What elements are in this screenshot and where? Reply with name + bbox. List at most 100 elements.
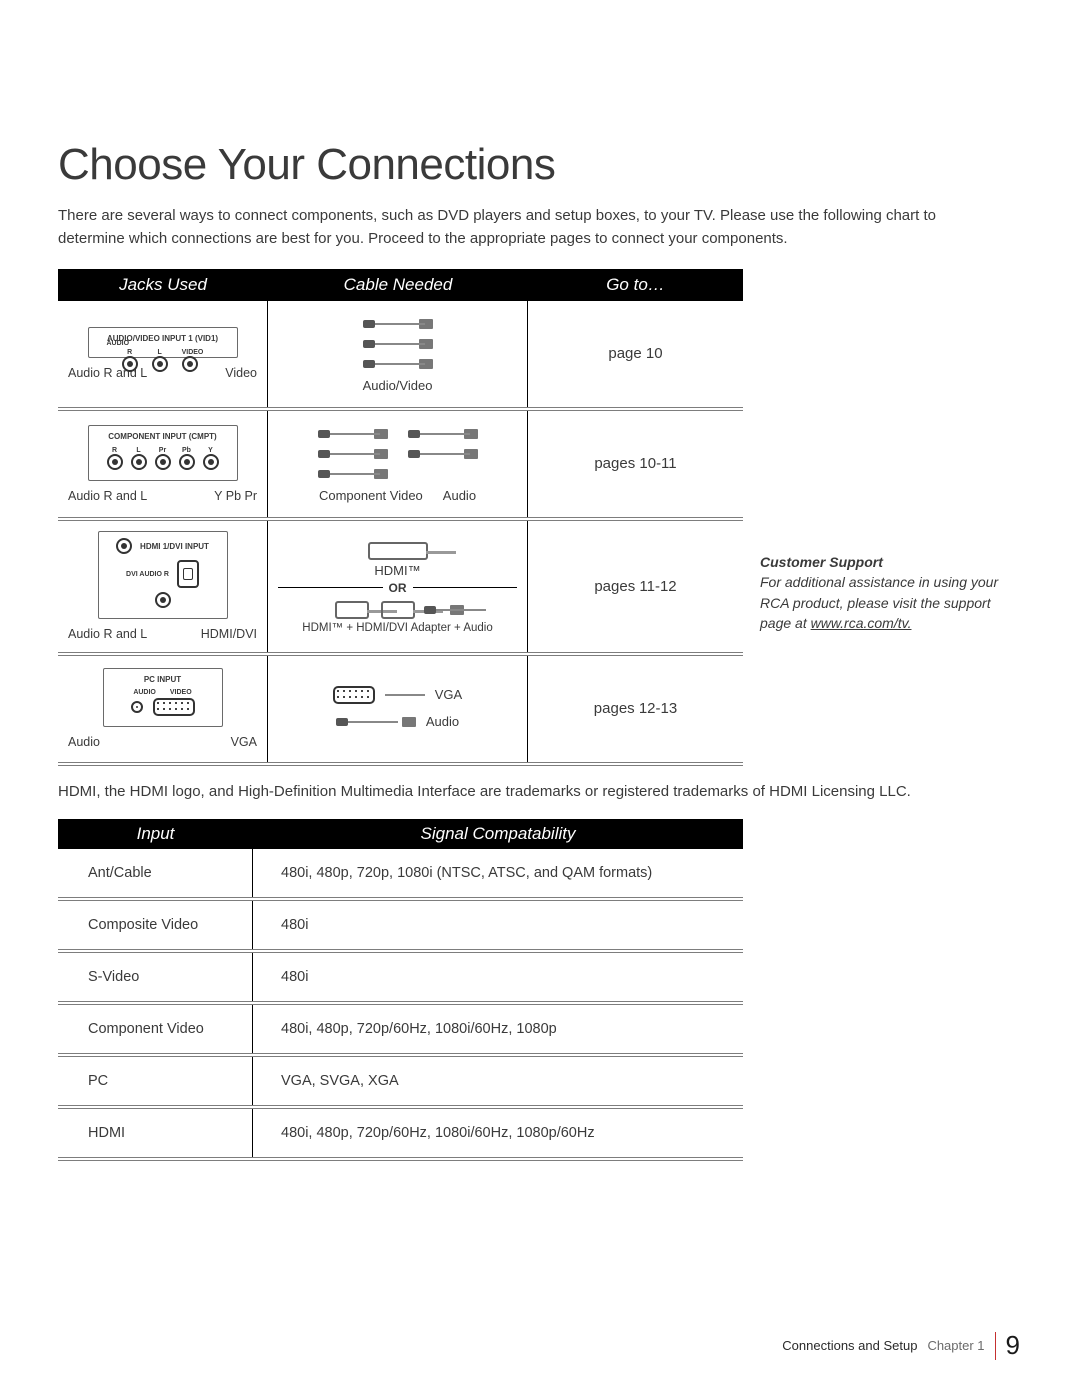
connection-chart: Jacks Used Cable Needed Go to… AUDIO/VID… xyxy=(58,269,743,766)
rca-cable-icon xyxy=(363,337,433,351)
footer-divider xyxy=(995,1332,996,1360)
hdmi-cable-icon xyxy=(335,601,369,619)
rca-port-icon xyxy=(182,356,198,372)
rca-cable-icon xyxy=(363,357,433,371)
jack-title: HDMI 1/DVI INPUT xyxy=(140,542,209,551)
jacks-component: COMPONENT INPUT (CMPT) R L Pr Pb Y Audio… xyxy=(58,411,268,517)
rca-cable-icon xyxy=(318,447,388,461)
jack-port-label: L xyxy=(152,349,168,356)
hdmi-trademark-note: HDMI, the HDMI logo, and High-Definition… xyxy=(58,780,988,803)
chart-header-row: Jacks Used Cable Needed Go to… xyxy=(58,269,743,301)
rca-cable-icon xyxy=(408,447,478,461)
sig-compat: 480i, 480p, 720p, 1080i (NTSC, ATSC, and… xyxy=(253,865,743,881)
sig-input: PC xyxy=(58,1057,253,1105)
sig-row: HDMI 480i, 480p, 720p/60Hz, 1080i/60Hz, … xyxy=(58,1109,743,1161)
jack-port-label: Pr xyxy=(155,447,171,454)
cable-hdmi: HDMI™ OR HDMI™ + HDMI/DVI Adapter + Audi… xyxy=(268,521,528,652)
footer-section: Connections and Setup xyxy=(782,1338,917,1353)
sig-row: S-Video 480i xyxy=(58,953,743,1005)
sig-input: HDMI xyxy=(58,1109,253,1157)
goto-hdmi: pages 11-12 xyxy=(528,521,743,652)
rca-cable-icon xyxy=(363,317,433,331)
vga-plug-icon xyxy=(333,686,375,704)
jack-port-label: AUDIO xyxy=(133,689,156,696)
sig-compat: 480i xyxy=(253,917,743,933)
cable-caption: Audio xyxy=(443,488,476,503)
cable-component: Component Video Audio xyxy=(268,411,528,517)
rca-cable-icon xyxy=(424,603,464,617)
chart-header-jacks: Jacks Used xyxy=(58,275,268,295)
page-footer: Connections and Setup Chapter 1 9 xyxy=(782,1330,1020,1361)
jack-sub-left: Audio xyxy=(68,735,100,749)
audio-cable-icon xyxy=(336,715,416,729)
sig-row: Ant/Cable 480i, 480p, 720p, 1080i (NTSC,… xyxy=(58,849,743,901)
chart-header-goto: Go to… xyxy=(528,275,743,295)
rca-port-icon xyxy=(203,454,219,470)
rca-cable-icon xyxy=(318,467,388,481)
jack-sub-left: Audio R and L xyxy=(68,627,147,641)
cable-caption: Audio xyxy=(426,714,459,729)
conn-row-vga: PC INPUT AUDIO VIDEO Audio VGA VGA xyxy=(58,656,743,766)
cable-caption: Audio/Video xyxy=(363,378,433,393)
jack-port-label: R xyxy=(107,447,123,454)
sig-compat: 480i xyxy=(253,969,743,985)
jacks-hdmi: HDMI 1/DVI INPUT DVI AUDIO R Audio R and… xyxy=(58,521,268,652)
sig-compat: VGA, SVGA, XGA xyxy=(253,1073,743,1089)
footer-chapter: Chapter 1 xyxy=(927,1338,984,1353)
page-title: Choose Your Connections xyxy=(58,140,1020,190)
jack-title: PC INPUT xyxy=(114,675,212,684)
jack-sub-right: HDMI/DVI xyxy=(201,627,257,641)
sig-input: Composite Video xyxy=(58,901,253,949)
hdmi-cable-icon xyxy=(368,542,428,560)
sig-row: Component Video 480i, 480p, 720p/60Hz, 1… xyxy=(58,1005,743,1057)
cable-av: Audio/Video xyxy=(268,301,528,407)
rca-cable-icon xyxy=(408,427,478,441)
goto-vga: pages 12-13 xyxy=(528,656,743,762)
chart-header-cable: Cable Needed xyxy=(268,275,528,295)
goto-component: pages 10-11 xyxy=(528,411,743,517)
jack-port-label: VIDEO xyxy=(182,349,204,356)
sig-input: S-Video xyxy=(58,953,253,1001)
rca-cable-icon xyxy=(318,427,388,441)
sig-row: PC VGA, SVGA, XGA xyxy=(58,1057,743,1109)
sig-compat: 480i, 480p, 720p/60Hz, 1080i/60Hz, 1080p… xyxy=(253,1125,743,1141)
sig-input: Component Video xyxy=(58,1005,253,1053)
support-link[interactable]: www.rca.com/tv. xyxy=(811,615,912,631)
jacks-av: AUDIO/VIDEO INPUT 1 (VID1) R L VIDEO AUD… xyxy=(58,301,268,407)
sig-header-row: Input Signal Compatability xyxy=(58,819,743,849)
or-separator: OR xyxy=(389,581,407,595)
sig-header-input: Input xyxy=(58,824,253,844)
signal-compat-table: Input Signal Compatability Ant/Cable 480… xyxy=(58,819,743,1161)
jack-port-label: Pb xyxy=(179,447,195,454)
jack-sub-left: Audio R and L xyxy=(68,489,147,503)
vga-slot-icon xyxy=(153,698,195,716)
hdmi-slot-icon xyxy=(177,560,199,588)
conn-row-hdmi: HDMI 1/DVI INPUT DVI AUDIO R Audio R and… xyxy=(58,521,743,656)
rca-port-icon xyxy=(179,454,195,470)
sig-header-compat: Signal Compatability xyxy=(253,824,743,844)
jack-extra-label: DVI AUDIO R xyxy=(126,571,169,578)
aside-title: Customer Support xyxy=(760,552,1010,572)
rca-port-icon xyxy=(155,454,171,470)
cable-caption: HDMI™ xyxy=(374,563,420,578)
sig-input: Ant/Cable xyxy=(58,849,253,897)
jack-sub-right: VGA xyxy=(231,735,257,749)
rca-port-icon xyxy=(107,454,123,470)
rca-port-icon xyxy=(152,356,168,372)
jack-box: AUDIO/VIDEO INPUT 1 (VID1) R L VIDEO AUD… xyxy=(88,327,238,358)
cable-caption: Component Video xyxy=(319,488,423,503)
intro-paragraph: There are several ways to connect compon… xyxy=(58,204,958,251)
jack-port-label: Y xyxy=(203,447,219,454)
footer-page-number: 9 xyxy=(1006,1330,1020,1361)
jacks-vga: PC INPUT AUDIO VIDEO Audio VGA xyxy=(58,656,268,762)
cable-caption: HDMI™ + HDMI/DVI Adapter + Audio xyxy=(302,622,492,634)
conn-row-component: COMPONENT INPUT (CMPT) R L Pr Pb Y Audio… xyxy=(58,411,743,521)
audio-mini-port-icon xyxy=(131,701,143,713)
customer-support-aside: Customer Support For additional assistan… xyxy=(760,552,1010,633)
goto-av: page 10 xyxy=(528,301,743,407)
sig-row: Composite Video 480i xyxy=(58,901,743,953)
jack-sub-right: Video xyxy=(225,366,257,380)
cable-vga: VGA Audio xyxy=(268,656,528,762)
dvi-adapter-icon xyxy=(381,601,415,619)
jack-port-label: L xyxy=(131,447,147,454)
